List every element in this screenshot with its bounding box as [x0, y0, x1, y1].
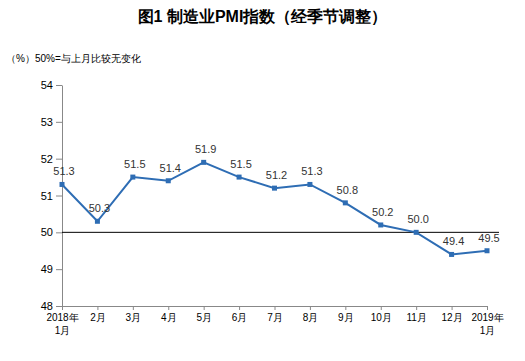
tick-mark [239, 306, 240, 310]
tick-mark [168, 306, 169, 310]
marker [343, 200, 348, 205]
tick-label: 2018年1月 [46, 312, 78, 336]
data-label: 50.0 [407, 213, 428, 225]
marker [201, 160, 206, 165]
tick-label: 2019年1月 [471, 312, 503, 336]
tick: 48 [41, 300, 62, 312]
tick-label: 51 [41, 190, 53, 202]
tick-mark [56, 196, 62, 197]
tick-mark [487, 306, 488, 310]
marker [378, 222, 383, 227]
chart: 图1 制造业PMI指数（经季节调整） （%）50%=与上月比较无变化 48 49 50 5… [0, 0, 525, 361]
tick-mark [452, 306, 453, 310]
tick-label: 52 [41, 153, 53, 165]
axis-line [63, 307, 488, 311]
tick-label: 7月 [267, 312, 283, 323]
data-label: 51.4 [160, 162, 181, 174]
tick: 52 [41, 153, 62, 165]
tick: 5月 [196, 306, 212, 323]
tick: 12月 [442, 306, 463, 323]
marker [414, 230, 419, 235]
data-label: 51.3 [53, 165, 74, 177]
data-label: 50.2 [372, 206, 393, 218]
tick-mark [56, 232, 62, 233]
tick: 54 [41, 79, 62, 91]
tick: 3月 [126, 306, 142, 323]
tick-mark [204, 306, 205, 310]
data-label: 51.3 [301, 165, 322, 177]
tick-mark [310, 306, 311, 310]
marker [449, 252, 454, 257]
marker [166, 178, 171, 183]
data-label: 49.5 [478, 232, 499, 244]
data-label: 51.2 [266, 169, 287, 181]
y-axis: 48 49 50 51 52 53 54 [41, 79, 63, 312]
tick-label: 9月 [338, 312, 354, 323]
tick: 9月 [338, 306, 354, 323]
tick-label: 8月 [303, 312, 319, 323]
data-label: 50.3 [89, 202, 110, 214]
tick-label: 54 [41, 79, 53, 91]
data-label: 51.5 [124, 158, 145, 170]
tick-label: 11月 [406, 312, 426, 323]
data-label: 51.5 [230, 158, 251, 170]
data-label: 49.4 [443, 235, 464, 247]
marker [130, 175, 135, 180]
tick-label: 50 [41, 226, 53, 238]
tick-label: 5月 [196, 312, 212, 323]
tick-label: 6月 [232, 312, 248, 323]
tick: 2019年1月 [471, 306, 503, 336]
tick: 11月 [406, 306, 426, 323]
tick-label: 2月 [90, 312, 106, 323]
tick: 49 [41, 263, 62, 275]
tick: 10月 [371, 306, 392, 323]
tick-mark [416, 306, 417, 310]
tick-label: 3月 [126, 312, 142, 323]
tick-mark [56, 306, 62, 307]
tick: 2月 [90, 306, 106, 323]
tick-mark [275, 306, 276, 310]
tick-mark [97, 306, 98, 310]
tick-label: 49 [41, 263, 53, 275]
series [60, 160, 490, 257]
annotation: （%）50%=与上月比较无变化 [6, 53, 141, 64]
tick-mark [133, 306, 134, 310]
tick-mark [56, 122, 62, 123]
data-label: 51.9 [195, 143, 216, 155]
x-axis: 2018年1月 2月 3月 4月 5月 6月 7月 8月 9月 10月 11月 12月 2019年1月 [46, 306, 503, 336]
tick: 50 [41, 226, 62, 238]
tick: 7月 [267, 306, 283, 323]
tick-label: 4月 [161, 312, 177, 323]
tick-label: 12月 [442, 312, 463, 323]
tick-mark [62, 306, 63, 310]
tick-label: 10月 [371, 312, 392, 323]
marker [307, 182, 312, 187]
marker [60, 182, 65, 187]
tick-mark [56, 269, 62, 270]
axis-line [62, 86, 63, 307]
tick: 4月 [161, 306, 177, 323]
tick: 53 [41, 116, 62, 128]
tick: 51 [41, 190, 62, 202]
tick-label: 48 [41, 300, 53, 312]
tick: 8月 [303, 306, 319, 323]
reference-line [62, 232, 499, 233]
title: 图1 制造业PMI指数（经季节调整） [138, 8, 388, 26]
marker [95, 219, 100, 224]
tick-mark [381, 306, 382, 310]
marker [237, 175, 242, 180]
tick-label: 53 [41, 116, 53, 128]
tick-mark [56, 159, 62, 160]
line [62, 162, 487, 254]
tick: 2018年1月 [46, 306, 78, 336]
marker [272, 186, 277, 191]
data-label: 50.8 [337, 184, 358, 196]
tick-mark [345, 306, 346, 310]
tick-mark [56, 85, 62, 86]
marker [485, 248, 490, 253]
tick: 6月 [232, 306, 248, 323]
